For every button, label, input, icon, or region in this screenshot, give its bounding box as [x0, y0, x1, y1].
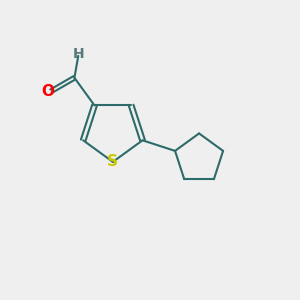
Text: H: H: [73, 47, 84, 61]
Text: S: S: [107, 154, 118, 169]
Text: O: O: [41, 84, 54, 99]
